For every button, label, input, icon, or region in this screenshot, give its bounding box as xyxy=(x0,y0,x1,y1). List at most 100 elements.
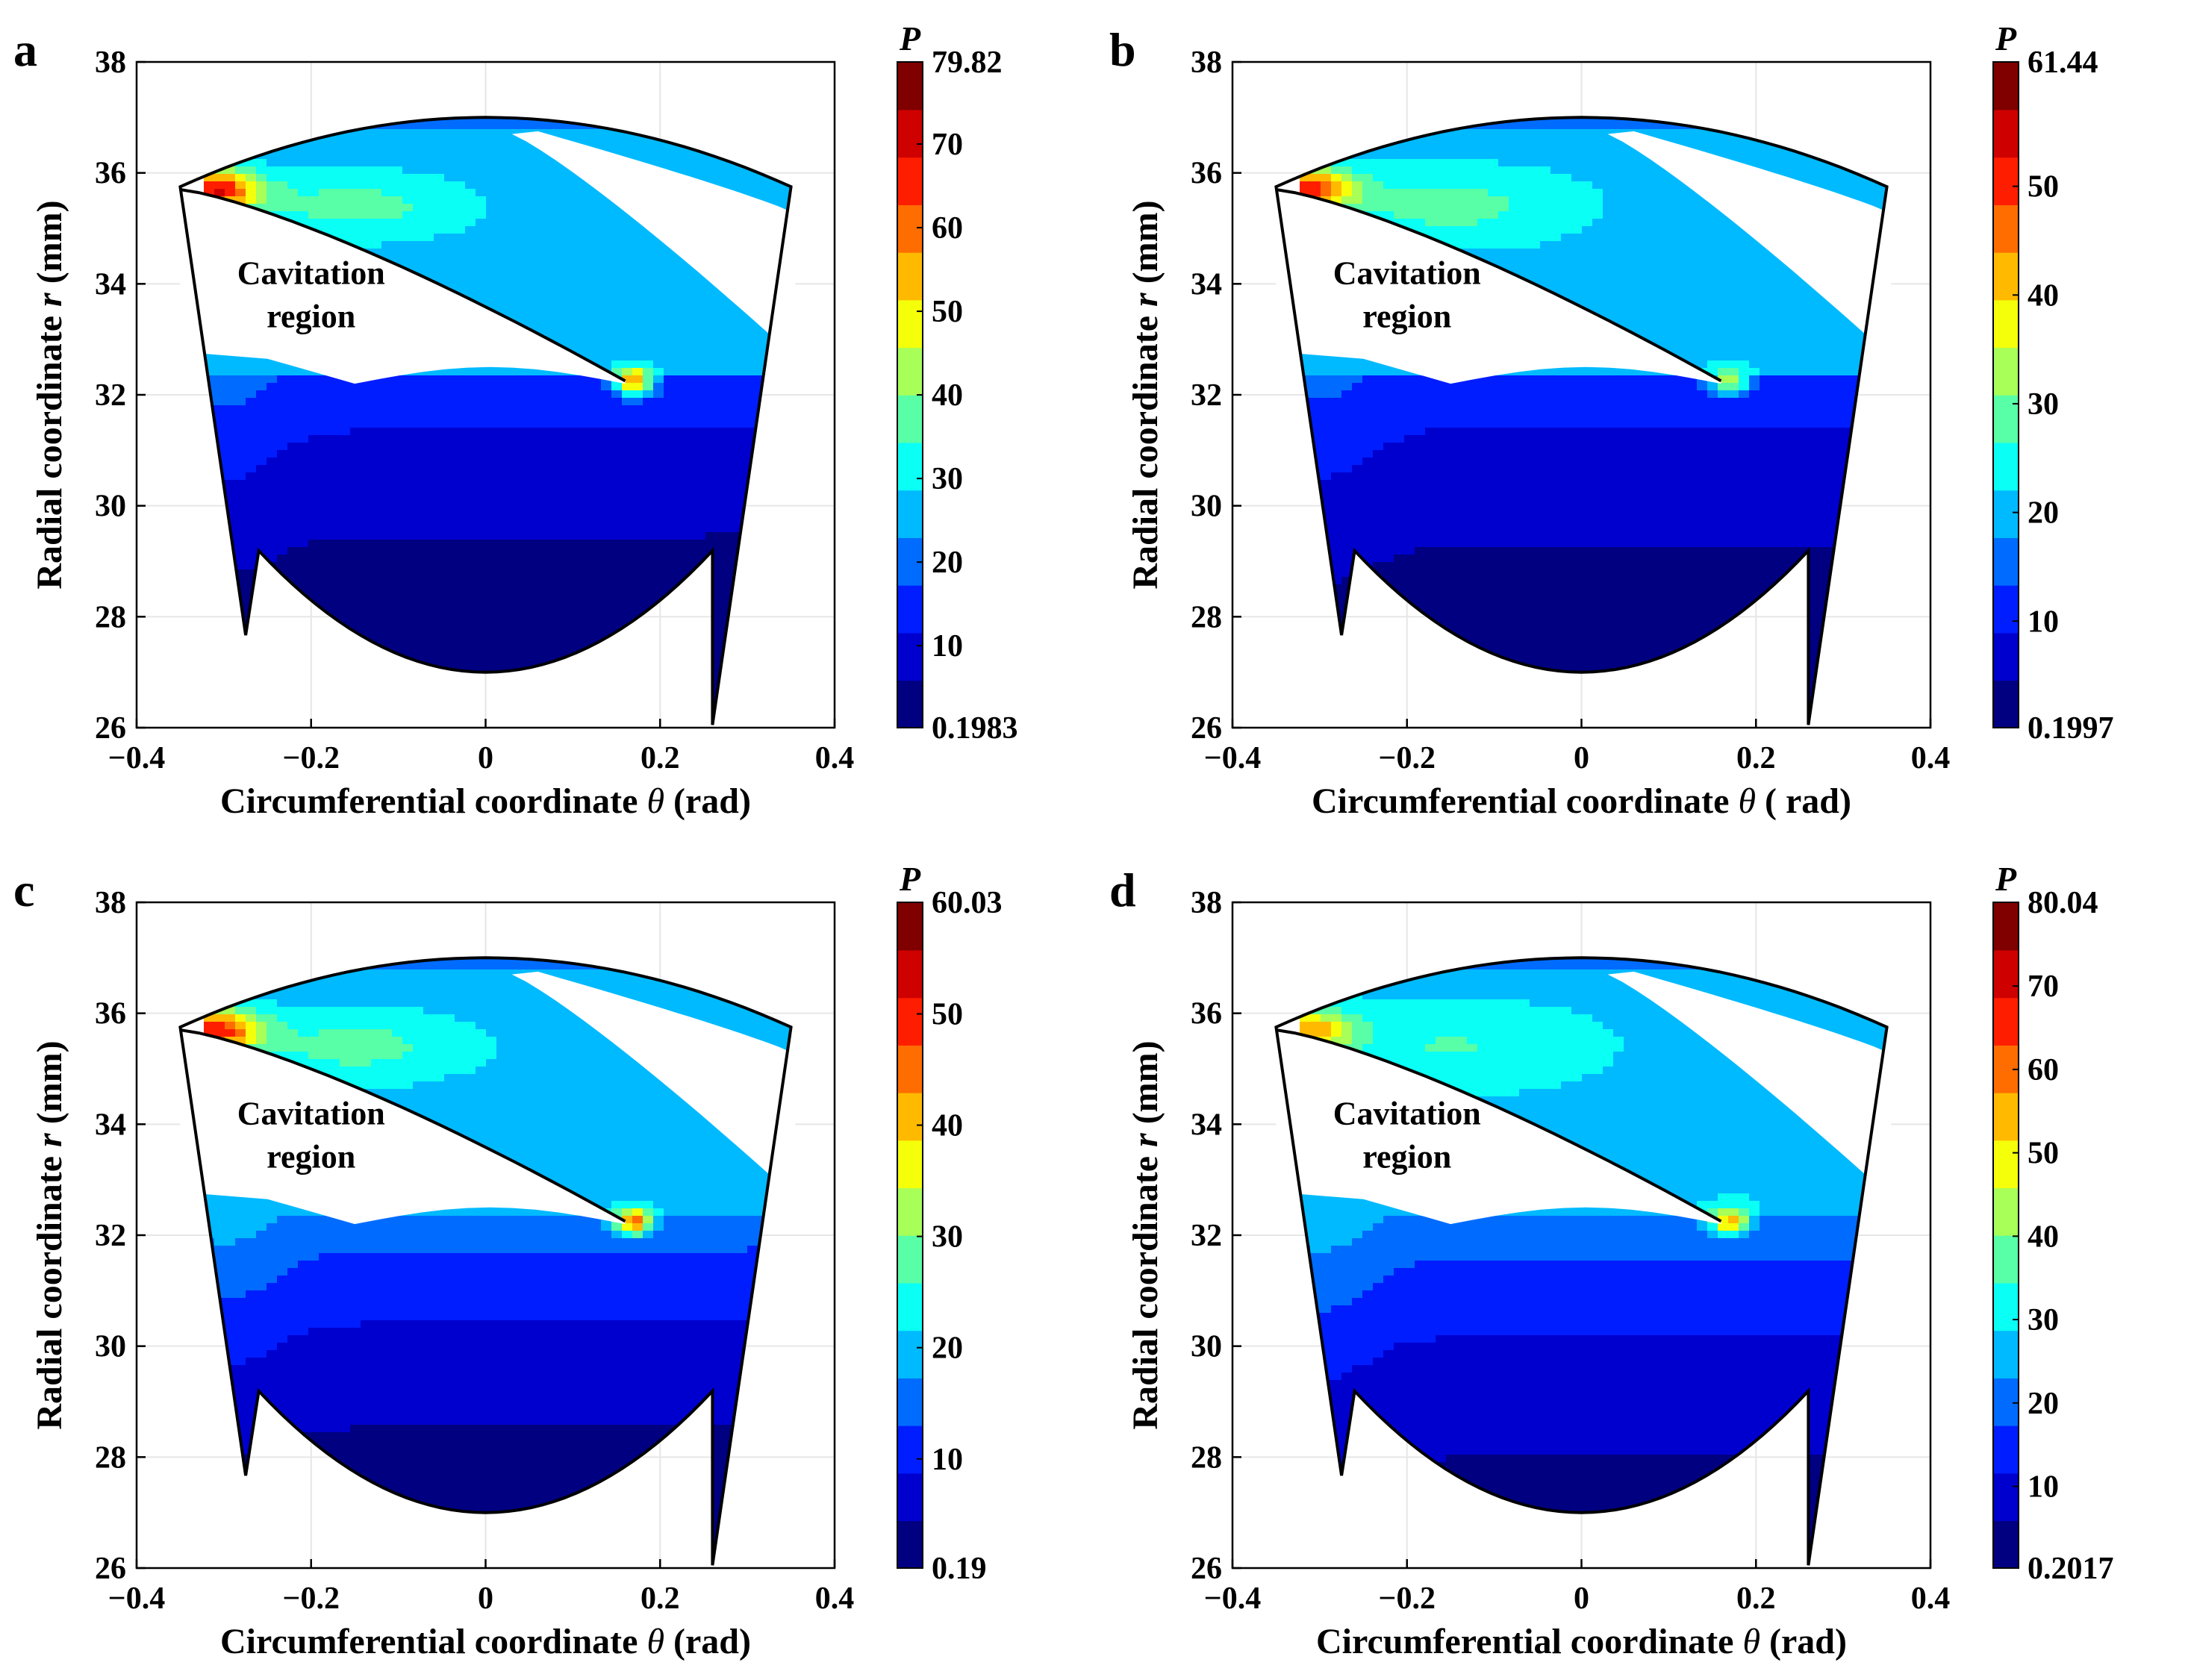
colorbar-level xyxy=(897,584,923,634)
colorbar-max-label: 60.03 xyxy=(932,886,1003,920)
outer-gap-area xyxy=(511,131,800,362)
colorbar-level xyxy=(897,1330,923,1378)
cavitation-region-area xyxy=(180,190,626,384)
colorbar-level xyxy=(897,299,923,349)
y-tick-label: 38 xyxy=(95,886,126,920)
panel-b: −0.4 −0.2 0 0.2 0.4 26 28 30 32 34 36 38 Circumferen… xyxy=(1096,0,2191,840)
y-tick-label: 32 xyxy=(95,1219,126,1253)
colorbar-tick-label: 40 xyxy=(2028,278,2059,313)
cavitation-annotation: Cavitation region xyxy=(237,255,385,334)
colorbar-level xyxy=(897,1187,923,1236)
panel-label: d xyxy=(1109,864,1136,916)
colorbar-tick-label: 60 xyxy=(2028,1053,2059,1087)
colorbar-level xyxy=(1993,62,2019,110)
x-tick-label: 0.4 xyxy=(1911,741,1951,775)
cavitation-region-area xyxy=(1276,1030,1721,1225)
colorbar-level xyxy=(1993,1092,2019,1141)
colorbar-tick-label: 30 xyxy=(2028,387,2059,422)
colorbar-level xyxy=(897,1520,923,1569)
x-tick-label: 0.2 xyxy=(641,1581,680,1616)
x-tick-label: 0 xyxy=(1574,1581,1589,1616)
colorbar-tick-label: 60 xyxy=(932,211,963,246)
y-tick-label: 36 xyxy=(1191,997,1222,1031)
blade-edge-line xyxy=(180,188,626,383)
colorbar-max-label: 79.82 xyxy=(932,46,1003,80)
y-tick-label: 38 xyxy=(1191,46,1222,80)
colorbar-tick-label: 20 xyxy=(932,1331,963,1366)
cavitation-region-area xyxy=(180,1030,626,1225)
colorbar-title: P xyxy=(899,860,921,898)
colorbar-tick-label: 50 xyxy=(2028,1137,2059,1171)
x-tick-label: −0.2 xyxy=(283,741,340,775)
x-tick-label: −0.4 xyxy=(1204,1581,1261,1616)
colorbar-title: P xyxy=(1995,19,2017,57)
x-tick-label: −0.4 xyxy=(108,741,165,775)
colorbar-tick-label: 30 xyxy=(2028,1303,2059,1337)
colorbar-tick-label: 50 xyxy=(2028,170,2059,204)
x-tick-label: 0.2 xyxy=(1736,741,1776,775)
colorbar xyxy=(897,902,923,1569)
panel-a: −0.4 −0.2 0 0.2 0.4 26 28 30 32 34 36 38 Circumferen… xyxy=(0,0,1095,840)
y-tick-label: 28 xyxy=(1191,1440,1222,1475)
colorbar-level xyxy=(897,1235,923,1284)
colorbar-level xyxy=(1993,902,2019,951)
colorbar-level xyxy=(897,902,923,951)
panel-d: −0.4 −0.2 0 0.2 0.4 26 28 30 32 34 36 38 Circumferen… xyxy=(1096,840,2191,1680)
domain-outline xyxy=(178,956,793,1566)
colorbar-tick-label: 20 xyxy=(932,546,963,580)
colorbar-level xyxy=(897,997,923,1046)
y-tick-label: 36 xyxy=(95,997,126,1031)
y-tick-label: 34 xyxy=(95,1108,126,1142)
x-tick-label: −0.2 xyxy=(1379,741,1436,775)
y-tick-label: 28 xyxy=(95,1440,126,1475)
colorbar-level xyxy=(1993,395,2019,443)
colorbar-level xyxy=(897,204,923,253)
colorbar-level xyxy=(1993,949,2019,999)
colorbar-level xyxy=(897,157,923,205)
colorbar-level xyxy=(897,62,923,110)
y-tick-label: 36 xyxy=(95,157,126,191)
y-tick-label: 36 xyxy=(1191,157,1222,191)
x-tick-label: 0 xyxy=(478,741,493,775)
x-axis-label: Circumferential coordinate θ (rad) xyxy=(220,781,751,821)
colorbar-frame xyxy=(897,902,923,1569)
colorbar-level xyxy=(897,395,923,443)
colorbar-level xyxy=(1993,490,2019,538)
y-axis-label: Radial coordinate r (mm) xyxy=(1126,1040,1165,1429)
colorbar-max-label: 80.04 xyxy=(2028,886,2098,920)
colorbar-level xyxy=(1993,299,2019,349)
blade-edge-line xyxy=(1276,188,1722,383)
outer-gap-area xyxy=(1607,971,1896,1202)
panel-label: c xyxy=(13,864,34,916)
y-tick-label: 30 xyxy=(1191,490,1222,524)
x-tick-label: −0.2 xyxy=(283,1581,340,1616)
y-tick-label: 30 xyxy=(95,490,126,524)
x-axis-label: Circumferential coordinate θ (rad) xyxy=(220,1622,751,1661)
y-tick-label: 32 xyxy=(95,378,126,413)
colorbar-tick-label: 10 xyxy=(932,629,963,663)
colorbar-min-label: 0.1983 xyxy=(932,711,1018,746)
colorbar-level xyxy=(1993,537,2019,586)
y-tick-label: 34 xyxy=(95,267,126,302)
colorbar-tick-label: 30 xyxy=(932,462,963,496)
colorbar-level xyxy=(1993,109,2019,158)
colorbar-level xyxy=(897,109,923,158)
colorbar-min-label: 0.1997 xyxy=(2028,711,2114,746)
colorbar-tick-label: 70 xyxy=(932,128,963,162)
colorbar-level xyxy=(1993,584,2019,634)
x-tick-label: −0.2 xyxy=(1379,1581,1436,1616)
domain-outline xyxy=(178,116,793,725)
colorbar-level xyxy=(897,632,923,681)
colorbar-tick-label: 40 xyxy=(932,378,963,413)
colorbar-level xyxy=(1993,1187,2019,1236)
colorbar-frame xyxy=(1992,61,2019,728)
colorbar-level xyxy=(1993,680,2019,728)
colorbar-level xyxy=(897,1282,923,1331)
colorbar-level xyxy=(1993,1425,2019,1474)
y-tick-label: 30 xyxy=(1191,1330,1222,1364)
panel-label: b xyxy=(1109,23,1136,76)
colorbar-level xyxy=(897,1045,923,1093)
colorbar-level xyxy=(1993,204,2019,253)
colorbar-level xyxy=(897,490,923,538)
x-axis-label: Circumferential coordinate θ (rad) xyxy=(1316,1622,1847,1661)
